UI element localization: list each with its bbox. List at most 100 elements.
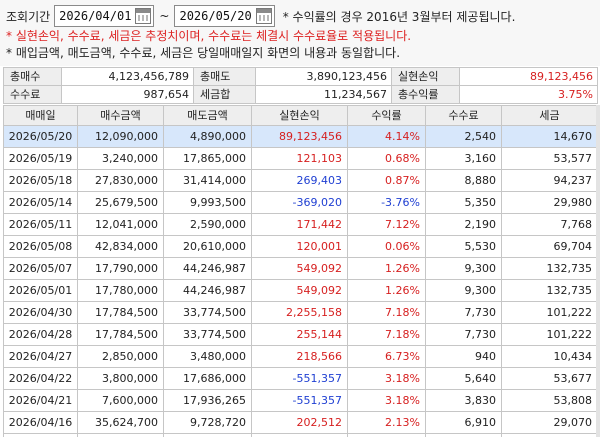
return-rate-cell: 4.14% [347,125,426,148]
table-row[interactable]: 2026/04/21 7,600,000 17,936,265 -551,357 3.1… [3,389,598,412]
return-rate-cell: 6.73% [347,345,426,368]
realized-pnl-cell: 2,255,158 [251,301,348,324]
table-row[interactable]: 2026/05/19 3,240,000 17,865,000 121,103 0.68… [3,147,598,170]
sell-amount-cell: 9,993,500 [163,191,252,214]
fee-cell: 9,300 [425,279,502,302]
realized-pnl-cell: -551,357 [251,367,348,390]
sell-amount-cell: 2,590,000 [163,213,252,236]
sell-amount-cell: 33,774,500 [163,301,252,324]
buy-amount-cell: 7,600,000 [77,389,164,412]
column-header[interactable]: 매수금액 [77,105,164,126]
sell-amount-cell: 4,216,000 [163,433,252,437]
realized-pnl-cell: 549,092 [251,257,348,280]
table-row[interactable]: 2026/04/27 2,850,000 3,480,000 218,566 6.73%… [3,345,598,368]
daily-journal-notice: * 매입금액, 매도금액, 수수료, 세금은 당일매매일지 화면의 내용과 동일… [6,46,401,60]
tax-cell: 101,222 [501,323,598,346]
period-filter-row: 조회기간 2026/04/01 ~ 2026/05/20 * 수익률의 경우 2… [6,5,515,27]
return-rate-cell: 0.87% [347,169,426,192]
table-row[interactable]: 2026/05/18 27,830,000 31,414,000 269,403 0.8… [3,169,598,192]
tax-cell: 40,133 [501,433,598,437]
date-separator: ~ [159,9,170,23]
summary-table: 총매수 4,123,456,789 총매도 3,890,123,456 실현손익… [3,67,598,104]
realized-pnl-cell: 89,123,456 [251,125,348,148]
table-row[interactable]: 2026/05/01 17,780,000 44,246,987 549,092 1.2… [3,279,598,302]
buy-amount-cell: 3,240,000 [77,147,164,170]
sell-amount-cell: 3,480,000 [163,345,252,368]
table-row[interactable]: 2026/04/22 3,800,000 17,686,000 -551,357 3.1… [3,367,598,390]
table-row[interactable]: 2026/05/20 12,090,000 4,890,000 89,123,456 4… [3,125,598,148]
period-label: 조회기간 [6,9,51,24]
buy-amount-cell: 27,830,000 [77,169,164,192]
table-row[interactable]: 2026/04/16 35,624,700 9,728,720 202,512 2.13… [3,411,598,434]
table-row[interactable]: 2026/04/30 17,784,500 33,774,500 2,255,158 7… [3,301,598,324]
fee-cell: 940 [425,345,502,368]
buy-amount-cell: 17,784,500 [77,323,164,346]
fee-cell: 8,880 [425,169,502,192]
end-date-input[interactable]: 2026/05/20 [174,5,275,27]
tax-cell: 132,735 [501,279,598,302]
trade-date-cell: 2026/05/19 [3,147,78,170]
calendar-icon[interactable] [255,8,272,24]
column-header[interactable]: 매매일 [3,105,78,126]
end-date-value[interactable]: 2026/05/20 [179,9,252,23]
filter-panel: 조회기간 2026/04/01 ~ 2026/05/20 * 수익률의 경우 2… [0,0,600,66]
total-sell-value: 3,890,123,456 [255,67,392,86]
return-rate-cell: 3.18% [347,367,426,390]
sell-amount-cell: 17,686,000 [163,367,252,390]
sell-amount-cell: 17,936,265 [163,389,252,412]
buy-amount-cell: 17,784,500 [77,301,164,324]
column-header[interactable]: 수수료 [425,105,502,126]
tax-cell: 14,670 [501,125,598,148]
return-rate-cell: -3.76% [347,191,426,214]
trade-date-cell: 2026/05/11 [3,213,78,236]
table-row[interactable]: 2026/04/28 17,784,500 33,774,500 255,144 7.1… [3,323,598,346]
start-date-value[interactable]: 2026/04/01 [59,9,132,23]
return-rate-cell: 0.06% [347,235,426,258]
table-row[interactable]: 2026/04/1342,835,0004,216,000153,3700.77… [3,433,598,437]
vertical-scrollbar[interactable] [596,105,600,437]
tax-cell: 94,237 [501,169,598,192]
return-rate-cell: 7.12% [347,213,426,236]
trade-date-cell: 2026/05/08 [3,235,78,258]
calendar-icon[interactable] [135,8,152,24]
buy-amount-cell: 12,090,000 [77,125,164,148]
fee-cell: 2,540 [425,125,502,148]
realized-pnl-cell: 269,403 [251,169,348,192]
total-return-value: 3.75% [459,85,598,104]
buy-amount-cell: 42,834,000 [77,235,164,258]
table-row[interactable]: 2026/05/08 42,834,000 20,610,000 120,001 0.0… [3,235,598,258]
realized-pnl-cell: 120,001 [251,235,348,258]
sell-amount-cell: 33,774,500 [163,323,252,346]
realized-pnl-cell: 255,144 [251,323,348,346]
return-rate-cell: 3.18% [347,389,426,412]
realized-pnl-cell: 121,103 [251,147,348,170]
fee-cell: 5,350 [425,191,502,214]
total-sell-label: 총매도 [193,67,256,86]
trade-date-cell: 2026/04/21 [3,389,78,412]
table-row[interactable]: 2026/05/14 25,679,500 9,993,500 -369,020 -3.… [3,191,598,214]
realized-pnl-cell: 202,512 [251,411,348,434]
sell-amount-cell: 9,728,720 [163,411,252,434]
realized-pnl-cell: 218,566 [251,345,348,368]
tax-cell: 53,577 [501,147,598,170]
sell-amount-cell: 4,890,000 [163,125,252,148]
column-header[interactable]: 매도금액 [163,105,252,126]
table-row[interactable]: 2026/05/11 12,041,000 2,590,000 171,442 7.12… [3,213,598,236]
trade-history-table: 매매일 매수금액 매도금액 실현손익 수익률 수수료 세금 2026/05/20… [3,105,598,437]
trade-date-cell: 2026/04/22 [3,367,78,390]
sell-amount-cell: 44,246,987 [163,257,252,280]
table-row[interactable]: 2026/05/07 17,790,000 44,246,987 549,092 1.2… [3,257,598,280]
trade-date-cell: 2026/05/20 [3,125,78,148]
buy-amount-cell: 12,041,000 [77,213,164,236]
column-header[interactable]: 세금 [501,105,598,126]
trade-date-cell: 2026/04/30 [3,301,78,324]
column-header[interactable]: 수익률 [347,105,426,126]
return-rate-cell: 0.77% [347,433,426,437]
fee-cell: 9,300 [425,433,502,437]
column-header[interactable]: 실현손익 [251,105,348,126]
return-rate-cell: 1.26% [347,257,426,280]
start-date-input[interactable]: 2026/04/01 [54,5,155,27]
trade-date-cell: 2026/04/28 [3,323,78,346]
trade-date-cell: 2026/05/01 [3,279,78,302]
fee-cell: 7,730 [425,323,502,346]
